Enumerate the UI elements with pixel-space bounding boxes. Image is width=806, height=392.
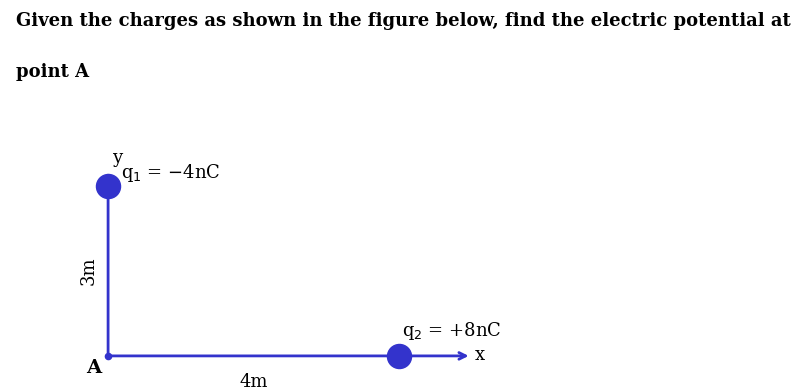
Point <box>393 353 405 359</box>
Text: q$_2$ = +8nC: q$_2$ = +8nC <box>402 320 502 342</box>
Text: 3m: 3m <box>79 257 98 285</box>
Point <box>102 183 114 189</box>
Text: 4m: 4m <box>239 373 268 391</box>
Text: point A: point A <box>16 63 89 81</box>
Text: A: A <box>85 359 101 377</box>
Text: q$_1$ = −4nC: q$_1$ = −4nC <box>121 162 221 183</box>
Text: x: x <box>475 346 485 364</box>
Point <box>102 353 114 359</box>
Text: y: y <box>112 149 122 167</box>
Text: Given the charges as shown in the figure below, find the electric potential at: Given the charges as shown in the figure… <box>16 12 791 30</box>
